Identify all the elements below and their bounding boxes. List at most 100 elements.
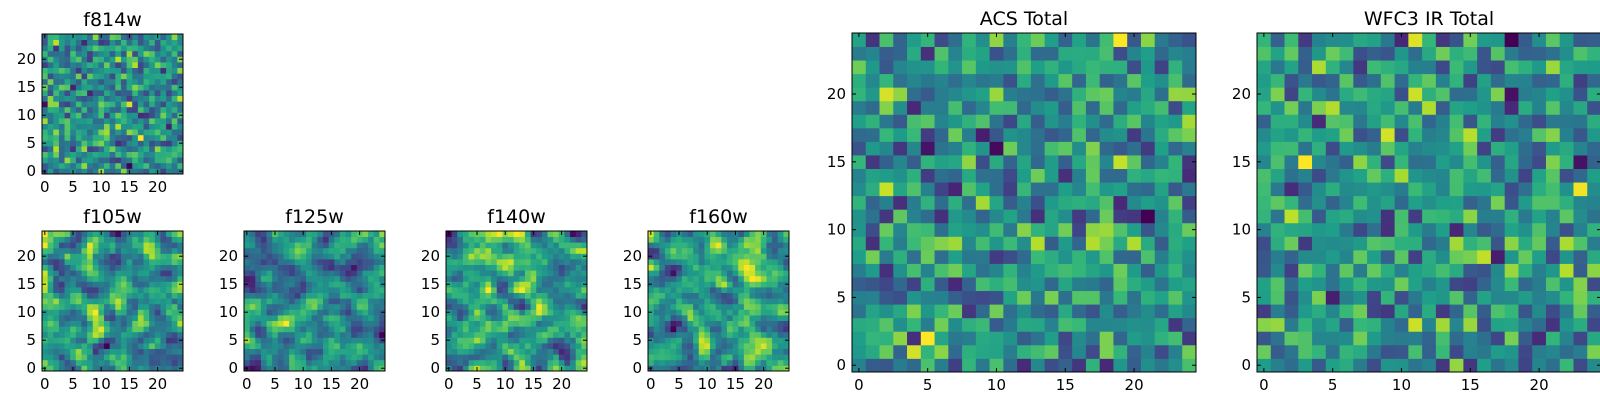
heatmap-cell [530,331,537,338]
heatmap-cell [1532,141,1547,156]
heatmap-cell [177,129,184,136]
heatmap-cell [1559,155,1574,169]
heatmap-cell [58,326,65,333]
heatmap-cell [1545,33,1561,47]
heatmap-cell [104,67,111,74]
heatmap-cell [149,140,156,147]
heatmap-cell [743,281,750,288]
heatmap-cell [1518,344,1533,359]
heatmap-cell [294,253,301,260]
heatmap-cell [948,60,963,75]
heatmap-cell [536,259,543,265]
heatmap-cell [1545,222,1561,237]
heatmap-cell [1339,60,1354,75]
heatmap-cell [64,287,71,293]
heatmap-cell [132,101,139,108]
heatmap-cell [1017,114,1032,129]
heatmap-cell [519,303,526,310]
heatmap-cell [171,259,178,265]
heatmap-cell [379,303,386,310]
heatmap-cell [149,123,156,130]
heatmap-cell [749,270,756,277]
heatmap-cell [581,320,588,327]
heatmap-cell [166,95,173,102]
heatmap-cell [524,303,531,310]
heatmap-cell [451,348,458,355]
heatmap-cell [104,315,111,321]
heatmap-cell [1380,344,1395,359]
heatmap-cell [536,298,543,305]
heatmap-cell [132,62,139,68]
heatmap-cell [1168,127,1183,142]
heatmap-cell [530,275,537,282]
heatmap-cell [1113,73,1128,88]
heatmap-cell [149,337,156,344]
heatmap-cell [177,162,184,169]
heatmap-cell [368,348,375,355]
heatmap-cell [58,67,65,74]
heatmap-cell [907,155,922,169]
x-tick-label: 5 [472,375,482,393]
heatmap-cell [485,292,492,299]
heatmap-cell [1154,60,1169,75]
heatmap-cell [58,84,65,91]
heatmap-cell [519,292,526,299]
heatmap-cell [934,358,949,373]
heatmap-cell [98,326,105,333]
heatmap-cell [53,101,60,108]
heatmap-cell [154,309,161,316]
heatmap-cell [64,247,71,254]
heatmap-cell [1449,236,1464,251]
heatmap-cell [1257,195,1272,210]
heatmap-cell [653,281,660,288]
heatmap-cell [1017,331,1032,346]
heatmap-cell [693,242,700,249]
heatmap-cell [749,287,756,293]
heatmap-cell [536,303,543,310]
heatmap-cell [743,275,750,282]
heatmap-cell [137,67,144,74]
heatmap-cell [1127,331,1142,346]
heatmap-cell [283,236,290,243]
heatmap-cell [564,253,571,260]
heatmap-cell [760,326,767,333]
heatmap-cell [462,247,469,254]
heatmap-cell [1394,182,1409,197]
y-tick-label: 5 [430,331,440,349]
heatmap-cell [541,231,548,237]
heatmap-cell [766,270,773,277]
heatmap-cell [109,123,116,130]
heatmap-cell [92,309,99,316]
heatmap-cell [368,247,375,254]
heatmap-cell [104,168,111,175]
heatmap-cell [115,90,122,96]
heatmap-cell [47,84,54,91]
heatmap-cell [75,140,82,147]
heatmap-cell [1367,100,1382,115]
heatmap-cell [485,337,492,344]
heatmap-cell [143,146,150,152]
heatmap-cell [1168,209,1183,224]
heatmap-cell [104,326,111,333]
heatmap-cell [1017,46,1032,61]
heatmap-cell [70,348,77,355]
heatmap-cell [710,253,717,260]
heatmap-cell [715,315,722,321]
heatmap-cell [294,320,301,327]
heatmap-cell [1518,100,1533,115]
heatmap-cell [143,56,150,63]
heatmap-cell [962,290,977,305]
heatmap-cell [524,264,531,271]
heatmap-cell [317,281,324,288]
heatmap-cell [575,331,582,338]
heatmap-cell [255,270,262,277]
heatmap-cell [743,259,750,265]
heatmap-cell [553,264,560,271]
heatmap-cell [109,331,116,338]
heatmap-cell [783,247,790,254]
heatmap-cell [1408,60,1423,75]
heatmap-cell [154,331,161,338]
heatmap-cell [42,118,49,124]
heatmap-cell [704,303,711,310]
heatmap-cell [852,277,867,292]
